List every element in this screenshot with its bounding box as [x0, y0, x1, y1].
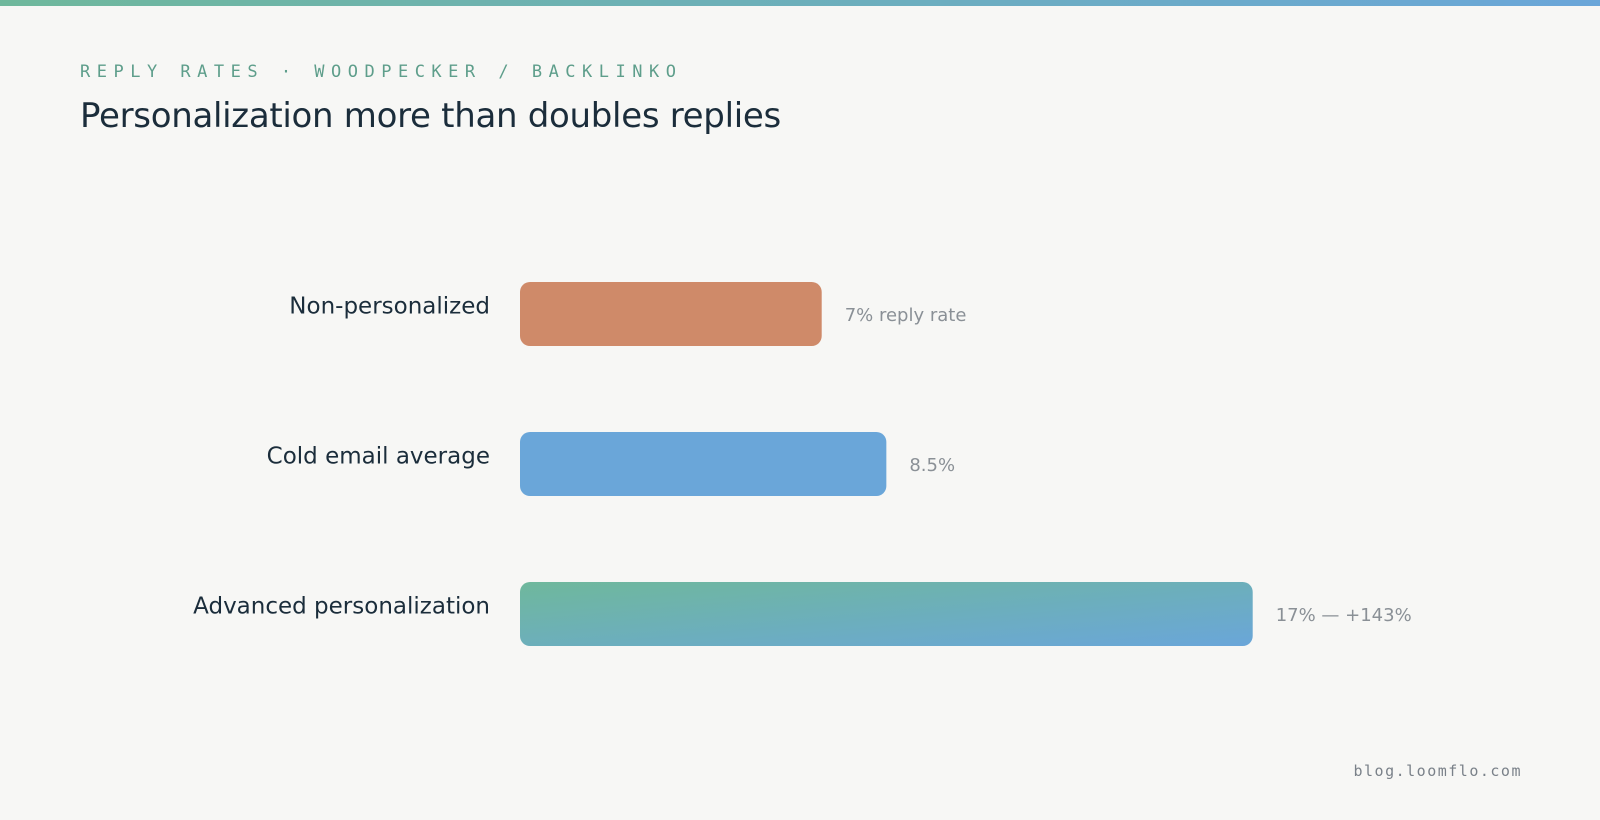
- top-accent-bar: [0, 0, 1600, 6]
- footer-site-url: blog.loomflo.com: [1353, 762, 1522, 780]
- bar-value-label: 8.5%: [909, 455, 955, 476]
- category-label: Cold email average: [267, 444, 490, 470]
- bar: [520, 282, 822, 346]
- bar: [520, 582, 1253, 646]
- bar-value-label: 7% reply rate: [845, 305, 967, 326]
- chart-eyebrow: REPLY RATES · WOODPECKER / BACKLINKO: [80, 62, 683, 82]
- category-label: Non-personalized: [289, 294, 490, 320]
- category-label: Advanced personalization: [193, 594, 490, 620]
- chart-title: Personalization more than doubles replie…: [80, 96, 781, 136]
- bar-value-label: 17% — +143%: [1276, 605, 1412, 626]
- bar: [520, 432, 887, 496]
